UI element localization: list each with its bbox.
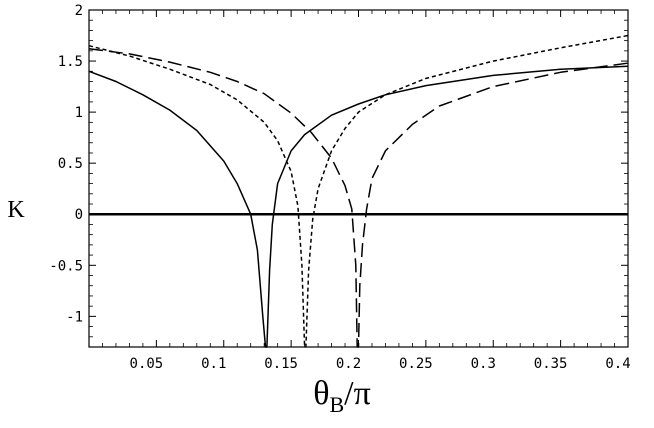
x-tick-label: 0.35	[534, 356, 568, 372]
axes: 0.05 0.1 0.15 0.2 0.25 0.3 0.35 0.4 -1 -0.5 0 0.5 1 1…	[49, 3, 630, 372]
x-tick-label: 0.3	[471, 356, 496, 372]
x-axis-label-tail: /π	[344, 375, 371, 412]
y-tick-label: -0.5	[49, 258, 83, 274]
y-tick-label: 1	[75, 105, 83, 121]
series-dashed-line	[88, 48, 629, 348]
y-tick-label: -1	[66, 309, 83, 325]
x-axis-label-main: θ	[313, 375, 329, 412]
x-tick-label: 0.25	[399, 356, 433, 372]
x-axis-label-sub: B	[329, 392, 344, 417]
x-tick-label: 0.2	[336, 356, 361, 372]
series-dotted-line	[88, 34, 629, 348]
y-tick-label: 1.5	[58, 54, 83, 70]
plot-frame	[88, 9, 629, 348]
x-tick-label: 0.1	[201, 356, 226, 372]
y-axis-label: K	[7, 197, 25, 223]
y-tick-label: 2	[75, 3, 83, 19]
x-tick-label: 0.05	[130, 356, 164, 372]
series-solid-line	[88, 65, 629, 348]
y-tick-label: 0.5	[58, 156, 83, 172]
x-tick-label: 0.4	[605, 356, 630, 372]
plot-area	[88, 34, 629, 348]
y-tick-label: 0	[75, 207, 83, 223]
x-axis-label: θB/π	[313, 375, 371, 417]
x-tick-label: 0.15	[264, 356, 298, 372]
